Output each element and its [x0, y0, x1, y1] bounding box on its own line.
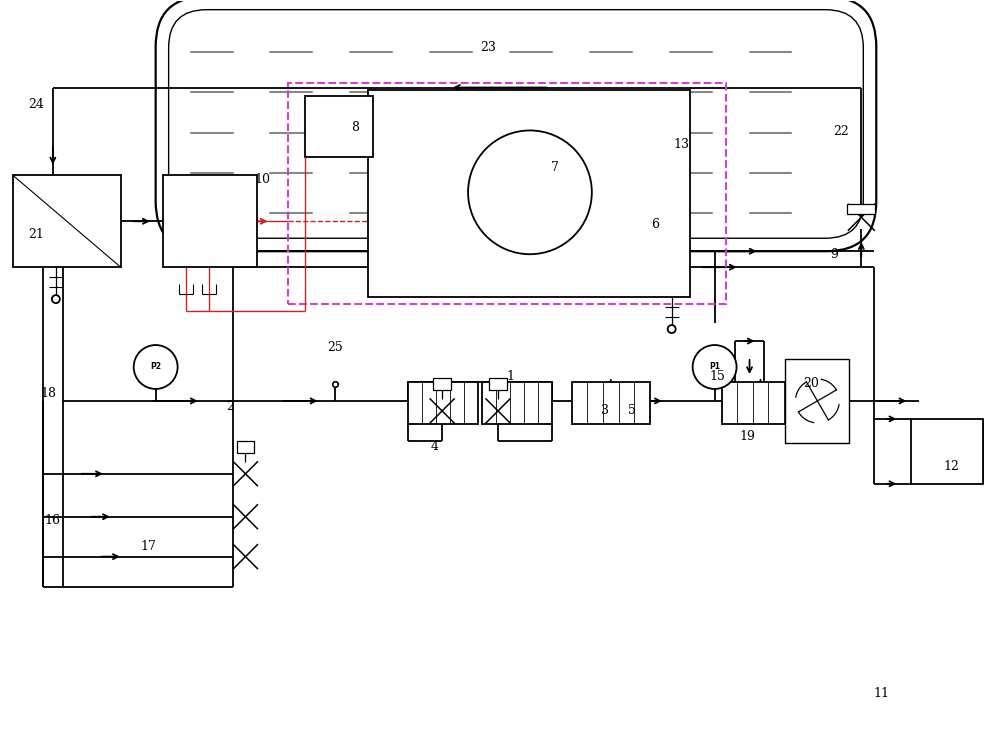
- Bar: [785, 359, 849, 443]
- Bar: [847, 204, 875, 214]
- Text: 6: 6: [651, 218, 659, 231]
- Text: 24: 24: [28, 98, 44, 111]
- Bar: [288, 82, 726, 304]
- FancyBboxPatch shape: [156, 0, 876, 252]
- Bar: [408, 382, 478, 424]
- Text: 13: 13: [674, 138, 690, 151]
- Text: 8: 8: [351, 121, 359, 134]
- Circle shape: [789, 373, 845, 429]
- Text: 21: 21: [28, 227, 44, 241]
- Bar: [482, 382, 552, 424]
- Circle shape: [693, 345, 737, 389]
- Circle shape: [468, 130, 592, 254]
- Text: 4: 4: [431, 440, 439, 453]
- Bar: [489, 378, 507, 390]
- Text: 5: 5: [628, 405, 636, 418]
- Text: 11: 11: [873, 687, 889, 700]
- Bar: [305, 95, 373, 157]
- Text: 7: 7: [551, 161, 559, 174]
- Text: 23: 23: [480, 41, 496, 54]
- Text: 25: 25: [327, 340, 343, 354]
- Text: 20: 20: [803, 378, 819, 391]
- Bar: [237, 441, 254, 453]
- Bar: [163, 176, 257, 268]
- Text: 16: 16: [45, 514, 61, 527]
- Bar: [368, 90, 690, 297]
- Bar: [13, 176, 121, 268]
- Circle shape: [668, 325, 676, 333]
- Text: P1: P1: [709, 362, 720, 372]
- Text: 19: 19: [740, 430, 755, 443]
- Bar: [572, 382, 650, 424]
- Text: 12: 12: [943, 460, 959, 473]
- Circle shape: [52, 295, 60, 303]
- Bar: [433, 378, 451, 390]
- Text: 15: 15: [710, 370, 726, 383]
- Text: 10: 10: [254, 173, 270, 186]
- Circle shape: [134, 345, 178, 389]
- Bar: [722, 382, 799, 424]
- Bar: [911, 419, 983, 484]
- FancyBboxPatch shape: [169, 9, 863, 238]
- Text: 1: 1: [506, 370, 514, 383]
- Text: 2: 2: [227, 400, 234, 413]
- Text: 3: 3: [601, 405, 609, 418]
- Text: 22: 22: [833, 125, 849, 138]
- Text: 18: 18: [41, 387, 57, 400]
- Text: P2: P2: [150, 362, 161, 372]
- Text: 9: 9: [830, 248, 838, 261]
- Text: 17: 17: [141, 540, 157, 553]
